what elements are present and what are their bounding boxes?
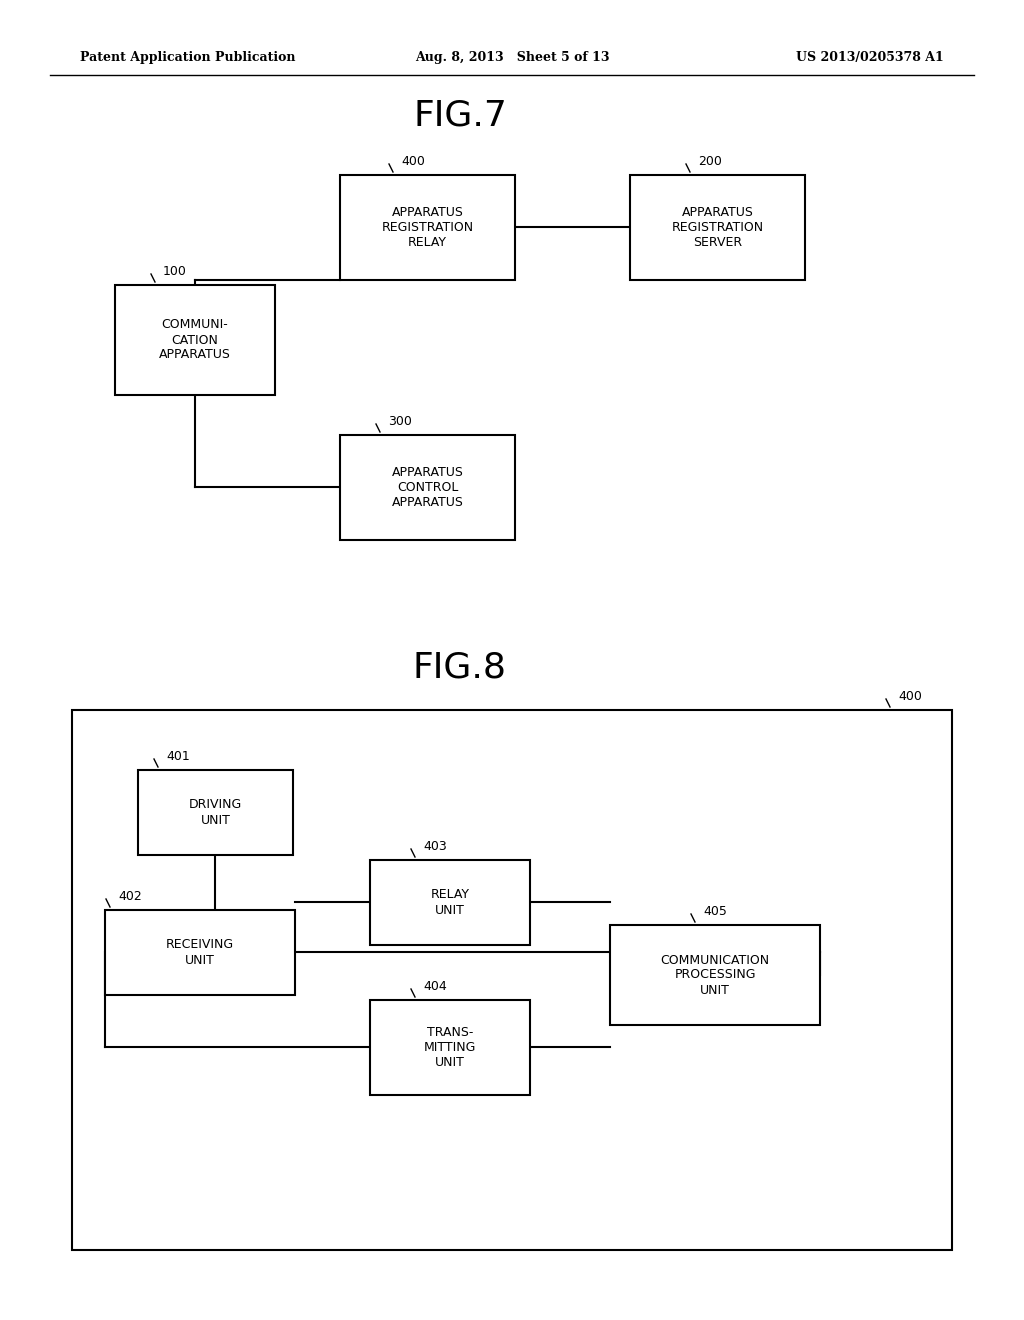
- Text: APPARATUS
CONTROL
APPARATUS: APPARATUS CONTROL APPARATUS: [391, 466, 464, 510]
- Text: Patent Application Publication: Patent Application Publication: [80, 51, 296, 65]
- Text: 400: 400: [898, 690, 922, 704]
- Text: 401: 401: [166, 750, 189, 763]
- Text: 200: 200: [698, 154, 722, 168]
- Text: FIG.8: FIG.8: [413, 651, 507, 685]
- Bar: [630, 176, 805, 280]
- Text: 100: 100: [163, 265, 186, 279]
- Text: APPARATUS
REGISTRATION
RELAY: APPARATUS REGISTRATION RELAY: [381, 206, 473, 249]
- Text: APPARATUS
REGISTRATION
SERVER: APPARATUS REGISTRATION SERVER: [672, 206, 764, 249]
- Text: 403: 403: [423, 840, 446, 853]
- Text: 402: 402: [118, 890, 141, 903]
- Text: COMMUNI-
CATION
APPARATUS: COMMUNI- CATION APPARATUS: [159, 318, 231, 362]
- Text: 404: 404: [423, 979, 446, 993]
- Text: Aug. 8, 2013   Sheet 5 of 13: Aug. 8, 2013 Sheet 5 of 13: [415, 51, 609, 65]
- Text: US 2013/0205378 A1: US 2013/0205378 A1: [797, 51, 944, 65]
- Bar: [340, 176, 515, 280]
- Bar: [370, 861, 530, 945]
- Bar: [370, 1001, 530, 1096]
- Text: COMMUNICATION
PROCESSING
UNIT: COMMUNICATION PROCESSING UNIT: [660, 953, 770, 997]
- Text: 300: 300: [388, 414, 412, 428]
- Text: DRIVING
UNIT: DRIVING UNIT: [188, 799, 242, 826]
- Text: RELAY
UNIT: RELAY UNIT: [430, 888, 469, 916]
- Bar: [115, 285, 275, 395]
- Bar: [72, 710, 952, 1250]
- Text: TRANS-
MITTING
UNIT: TRANS- MITTING UNIT: [424, 1026, 476, 1069]
- Text: FIG.7: FIG.7: [413, 98, 507, 132]
- Text: 405: 405: [703, 906, 727, 917]
- Text: RECEIVING
UNIT: RECEIVING UNIT: [166, 939, 234, 966]
- Text: 400: 400: [401, 154, 425, 168]
- Bar: [105, 909, 295, 995]
- Bar: [340, 436, 515, 540]
- Bar: [610, 925, 820, 1026]
- Bar: [138, 770, 293, 855]
